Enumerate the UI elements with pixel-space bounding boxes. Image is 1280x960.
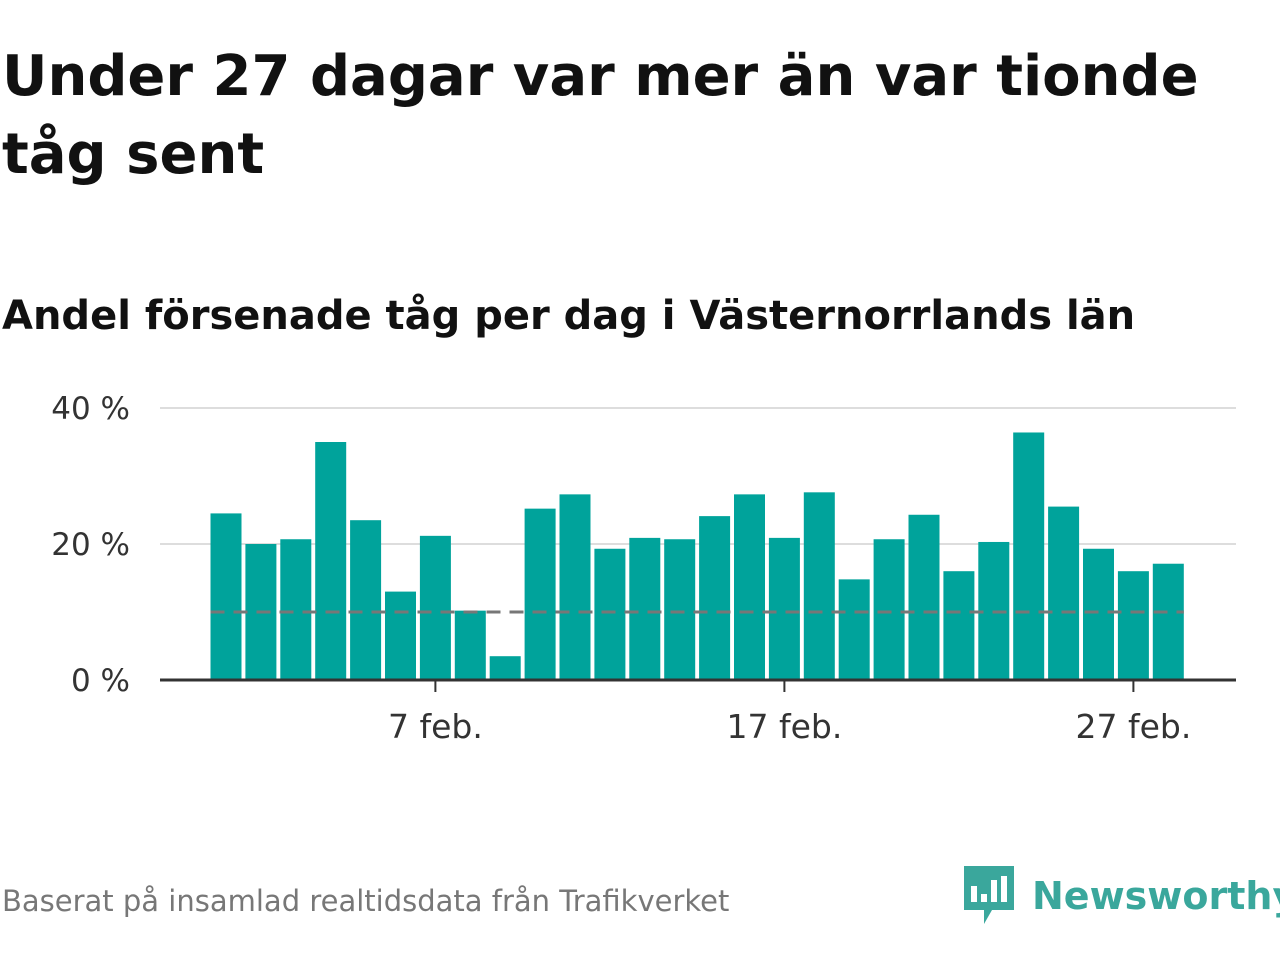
brand-logo[interactable]: Newsworthy bbox=[964, 864, 1280, 928]
bar bbox=[734, 494, 765, 680]
newsworthy-logo-icon bbox=[964, 866, 1014, 924]
x-tick-label: 7 feb. bbox=[388, 707, 483, 746]
bar bbox=[280, 539, 312, 680]
y-tick-label: 20 % bbox=[51, 527, 130, 563]
bar bbox=[454, 610, 486, 680]
brand-name: Newsworthy bbox=[1032, 874, 1280, 918]
bar bbox=[1048, 506, 1080, 680]
y-tick-label: 40 % bbox=[51, 391, 130, 427]
bar bbox=[803, 492, 835, 680]
bar bbox=[1117, 571, 1149, 680]
bar bbox=[943, 571, 975, 680]
bar bbox=[1013, 432, 1045, 680]
bar bbox=[768, 537, 800, 680]
bar bbox=[210, 513, 242, 680]
bar bbox=[350, 520, 382, 680]
chart-title: Under 27 dagar var mer än var tionde tåg… bbox=[2, 44, 1199, 187]
bar bbox=[629, 537, 661, 680]
bar bbox=[1083, 548, 1114, 680]
bar bbox=[489, 656, 521, 680]
bar bbox=[873, 539, 905, 680]
bar bbox=[419, 535, 451, 680]
x-tick-label: 17 feb. bbox=[726, 707, 842, 746]
bar-chart: 0 % 20 % 40 % 7 feb. 17 feb. 27 feb. bbox=[51, 391, 1236, 746]
bar bbox=[594, 548, 626, 680]
source-note: Baserat på insamlad realtidsdata från Tr… bbox=[2, 884, 730, 918]
bar bbox=[385, 591, 416, 680]
bar bbox=[524, 508, 556, 680]
bars bbox=[210, 432, 1184, 680]
bar bbox=[315, 442, 347, 680]
chart-subtitle: Andel försenade tåg per dag i Västernorr… bbox=[2, 293, 1136, 339]
bar bbox=[838, 579, 870, 680]
x-ticks: 7 feb. 17 feb. 27 feb. bbox=[388, 680, 1191, 746]
bar bbox=[699, 516, 731, 680]
y-tick-label: 0 % bbox=[71, 663, 130, 699]
bar bbox=[664, 539, 696, 680]
bar bbox=[559, 494, 591, 680]
bar bbox=[1152, 563, 1184, 680]
bar bbox=[908, 514, 940, 680]
x-tick-label: 27 feb. bbox=[1075, 707, 1191, 746]
y-tick-labels: 0 % 20 % 40 % bbox=[51, 391, 130, 699]
